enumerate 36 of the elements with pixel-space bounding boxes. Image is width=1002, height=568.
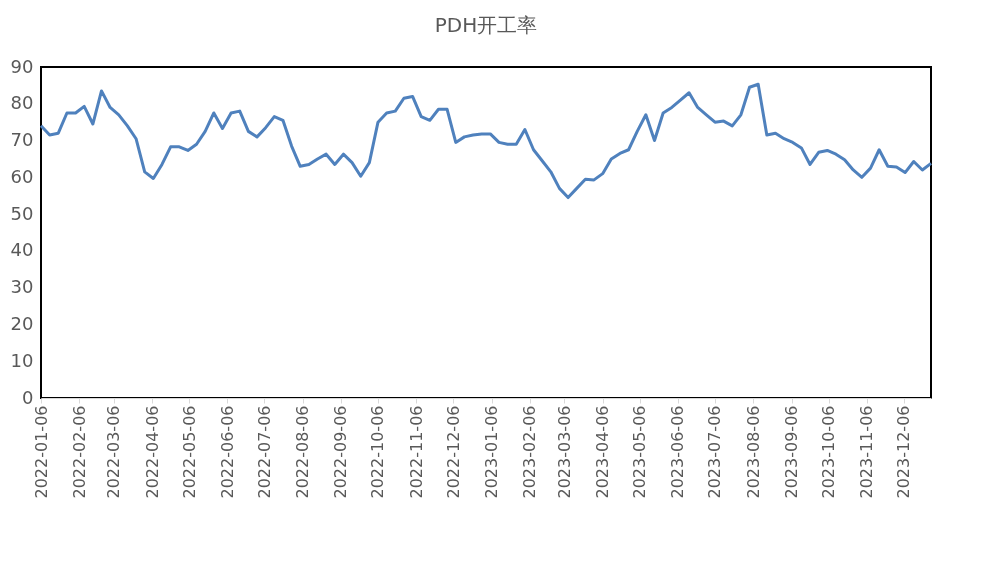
x-tick-label: 2022-10-06: [368, 405, 388, 499]
y-tick-label: 70: [10, 129, 34, 151]
x-tick-label: 2022-01-06: [31, 405, 51, 499]
line-series: [39, 82, 933, 200]
x-tick-label: 2023-03-06: [554, 405, 574, 499]
x-tick-label: 2022-12-06: [443, 405, 463, 499]
x-tick-label: 2022-05-06: [179, 405, 199, 499]
y-tick-label: 10: [10, 349, 34, 371]
x-tick-label: 2022-04-06: [142, 405, 162, 499]
x-tick-label: 2023-11-06: [857, 405, 877, 499]
y-tick-label: 0: [22, 386, 34, 408]
y-tick-label: 90: [10, 55, 34, 77]
x-tick-label: 2023-10-06: [819, 405, 839, 499]
y-tick-label: 20: [10, 312, 34, 334]
x-tick-label: 2022-09-06: [331, 405, 351, 499]
x-tick-label: 2022-08-06: [293, 405, 313, 499]
x-tick-label: 2023-04-06: [593, 405, 613, 499]
x-tick-label: 2022-02-06: [69, 405, 89, 499]
y-tick-label: 60: [10, 165, 34, 187]
x-tick-label: 2022-03-06: [104, 405, 124, 499]
y-tick-label: 40: [10, 239, 34, 261]
x-tick-label: 2023-06-06: [668, 405, 688, 499]
y-tick-label: 30: [10, 276, 34, 298]
y-tick-label: 80: [10, 92, 34, 114]
x-tick-label: 2023-12-06: [894, 405, 914, 499]
x-tick-label: 2023-02-06: [520, 405, 540, 499]
y-tick-label: 50: [10, 202, 34, 224]
chart-title: PDH开工率: [434, 13, 538, 37]
x-tick-label: 2023-01-06: [482, 405, 502, 499]
x-tick-label: 2022-07-06: [254, 405, 274, 499]
x-tick-label: 2022-11-06: [406, 405, 426, 499]
x-tick-label: 2023-08-06: [743, 405, 763, 499]
x-tick-label: 2022-06-06: [217, 405, 237, 499]
x-tick-label: 2023-05-06: [630, 405, 650, 499]
x-tick-label: 2023-09-06: [782, 405, 802, 499]
x-tick-label: 2023-07-06: [705, 405, 725, 499]
